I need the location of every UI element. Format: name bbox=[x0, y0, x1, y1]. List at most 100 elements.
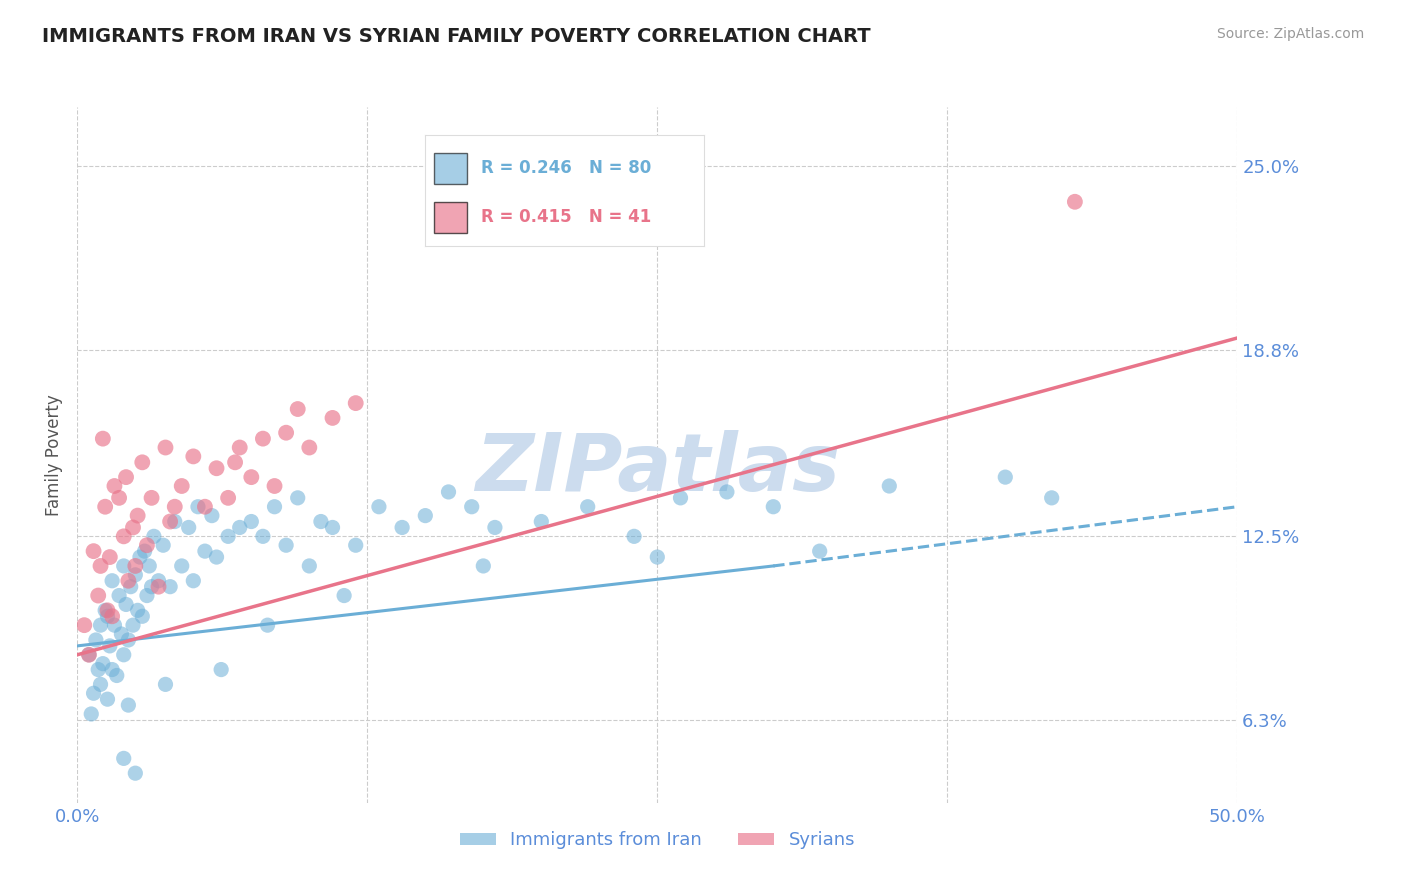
Point bbox=[344, 396, 367, 410]
Point bbox=[287, 402, 309, 417]
Point bbox=[110, 627, 132, 641]
Point bbox=[201, 508, 224, 523]
Point bbox=[263, 500, 285, 514]
Point bbox=[96, 692, 118, 706]
Point bbox=[276, 425, 298, 440]
Point bbox=[183, 574, 205, 588]
Point bbox=[90, 677, 111, 691]
Point bbox=[94, 603, 117, 617]
Point bbox=[98, 639, 121, 653]
Point bbox=[142, 529, 165, 543]
Point bbox=[1063, 194, 1085, 209]
Point bbox=[716, 484, 738, 499]
Point bbox=[484, 520, 506, 534]
Point bbox=[321, 411, 344, 425]
Point bbox=[94, 500, 117, 514]
Point bbox=[576, 500, 599, 514]
Point bbox=[96, 609, 118, 624]
Point bbox=[112, 529, 135, 543]
Point bbox=[98, 550, 121, 565]
Point bbox=[131, 455, 153, 469]
Point bbox=[73, 618, 96, 632]
Point bbox=[87, 663, 110, 677]
Point bbox=[80, 706, 103, 721]
Point bbox=[87, 589, 110, 603]
Point bbox=[101, 609, 124, 624]
Point bbox=[437, 484, 460, 499]
Point bbox=[472, 558, 495, 573]
Point bbox=[368, 500, 391, 514]
Point bbox=[120, 580, 142, 594]
Point bbox=[101, 574, 124, 588]
Point bbox=[77, 648, 100, 662]
Point bbox=[112, 648, 135, 662]
Point bbox=[252, 529, 274, 543]
Point bbox=[122, 618, 145, 632]
Point bbox=[155, 441, 177, 455]
Point bbox=[136, 589, 159, 603]
Point bbox=[170, 479, 193, 493]
Point bbox=[117, 574, 139, 588]
Point bbox=[90, 618, 111, 632]
Point bbox=[163, 515, 186, 529]
Point bbox=[83, 544, 105, 558]
Point bbox=[209, 663, 232, 677]
Point bbox=[228, 441, 252, 455]
Point bbox=[103, 618, 125, 632]
Point bbox=[240, 515, 263, 529]
Point bbox=[391, 520, 413, 534]
Point bbox=[108, 589, 131, 603]
Point bbox=[129, 550, 152, 565]
Point bbox=[155, 677, 177, 691]
Legend: Immigrants from Iran, Syrians: Immigrants from Iran, Syrians bbox=[453, 824, 862, 856]
Point bbox=[333, 589, 356, 603]
Point bbox=[91, 432, 114, 446]
Point bbox=[148, 580, 170, 594]
Point bbox=[159, 580, 181, 594]
Point bbox=[344, 538, 367, 552]
Point bbox=[183, 450, 205, 464]
Y-axis label: Family Poverty: Family Poverty bbox=[45, 394, 63, 516]
Point bbox=[152, 538, 174, 552]
Point bbox=[124, 766, 146, 780]
Point bbox=[877, 479, 901, 493]
Point bbox=[124, 558, 146, 573]
Point bbox=[224, 455, 246, 469]
Point bbox=[256, 618, 278, 632]
Point bbox=[77, 648, 100, 662]
Point bbox=[96, 603, 118, 617]
Point bbox=[91, 657, 114, 671]
Point bbox=[530, 515, 553, 529]
Point bbox=[240, 470, 263, 484]
Point bbox=[669, 491, 692, 505]
Point bbox=[461, 500, 484, 514]
Point bbox=[205, 550, 228, 565]
Point bbox=[623, 529, 645, 543]
Point bbox=[177, 520, 200, 534]
Point bbox=[163, 500, 186, 514]
Point bbox=[108, 491, 131, 505]
Point bbox=[117, 698, 139, 712]
Point bbox=[124, 567, 146, 582]
Point bbox=[115, 598, 138, 612]
Point bbox=[122, 520, 145, 534]
Point bbox=[84, 632, 107, 647]
Point bbox=[252, 432, 274, 446]
Point bbox=[762, 500, 785, 514]
Point bbox=[263, 479, 285, 493]
Point bbox=[194, 500, 217, 514]
Point bbox=[90, 558, 111, 573]
Point bbox=[159, 515, 181, 529]
Point bbox=[217, 529, 239, 543]
Point bbox=[228, 520, 252, 534]
Point bbox=[647, 550, 669, 565]
Point bbox=[103, 479, 125, 493]
Point bbox=[276, 538, 298, 552]
Point bbox=[141, 580, 163, 594]
Point bbox=[127, 603, 149, 617]
Point bbox=[136, 538, 159, 552]
Point bbox=[205, 461, 228, 475]
Point bbox=[105, 668, 128, 682]
Point bbox=[131, 609, 153, 624]
Point bbox=[134, 544, 156, 558]
